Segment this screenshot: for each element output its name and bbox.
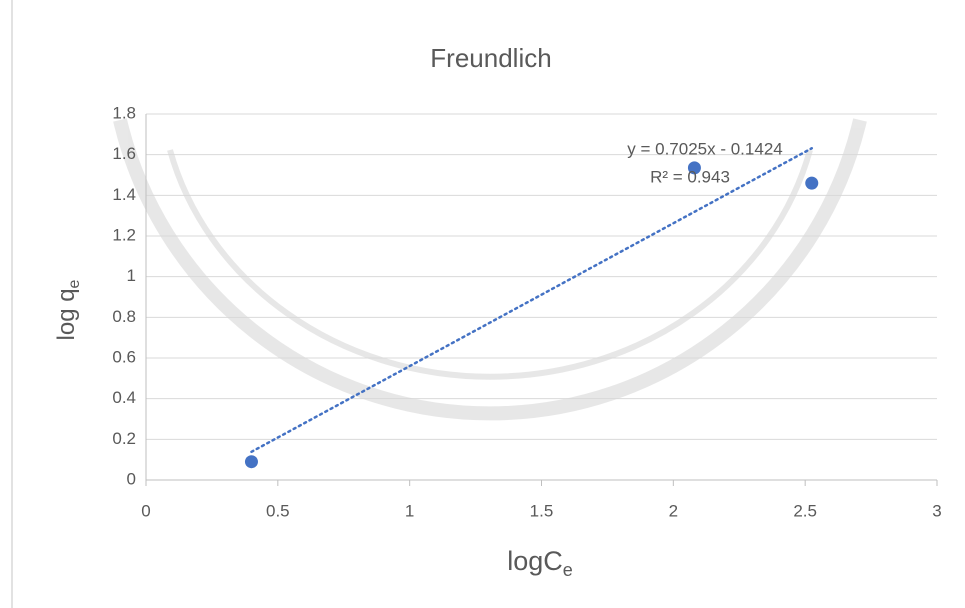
x-axis-title-sub: e <box>563 560 573 580</box>
x-axis-title-main: logC <box>507 546 563 576</box>
watermark <box>120 120 860 413</box>
chart: Freundlich logCe log qe 00.20.40.60.811.… <box>0 0 965 608</box>
y-axis-title-main: log q <box>53 288 80 340</box>
y-tick-label: 0.4 <box>112 388 136 407</box>
x-axis-title: logCe <box>507 546 573 580</box>
trendline-equation: y = 0.7025x - 0.1424 <box>627 139 782 158</box>
y-tick-label: 0 <box>127 469 136 488</box>
y-axis-title-sub: e <box>66 279 83 288</box>
y-tick-label: 0.8 <box>112 307 136 326</box>
y-axis-title: log qe <box>53 279 83 340</box>
y-tick-label: 1.6 <box>112 144 136 163</box>
y-tick-label: 1.2 <box>112 225 136 244</box>
y-tick-label: 0.2 <box>112 429 136 448</box>
y-tick-label: 1.4 <box>112 185 136 204</box>
x-tick-label: 2 <box>669 501 678 520</box>
x-tick-label: 0 <box>141 501 150 520</box>
x-tick-label: 2.5 <box>793 501 817 520</box>
x-tick-label: 1 <box>405 501 414 520</box>
trendline-r-squared: R² = 0.943 <box>650 167 730 186</box>
chart-title: Freundlich <box>430 43 551 73</box>
data-point <box>245 455 258 468</box>
y-tick-label: 1.8 <box>112 103 136 122</box>
y-tick-label: 0.6 <box>112 347 136 366</box>
x-tick-label: 1.5 <box>530 501 554 520</box>
x-tick-label: 3 <box>932 501 941 520</box>
y-tick-label: 1 <box>127 266 136 285</box>
data-point <box>805 177 818 190</box>
x-tick-label: 0.5 <box>266 501 290 520</box>
